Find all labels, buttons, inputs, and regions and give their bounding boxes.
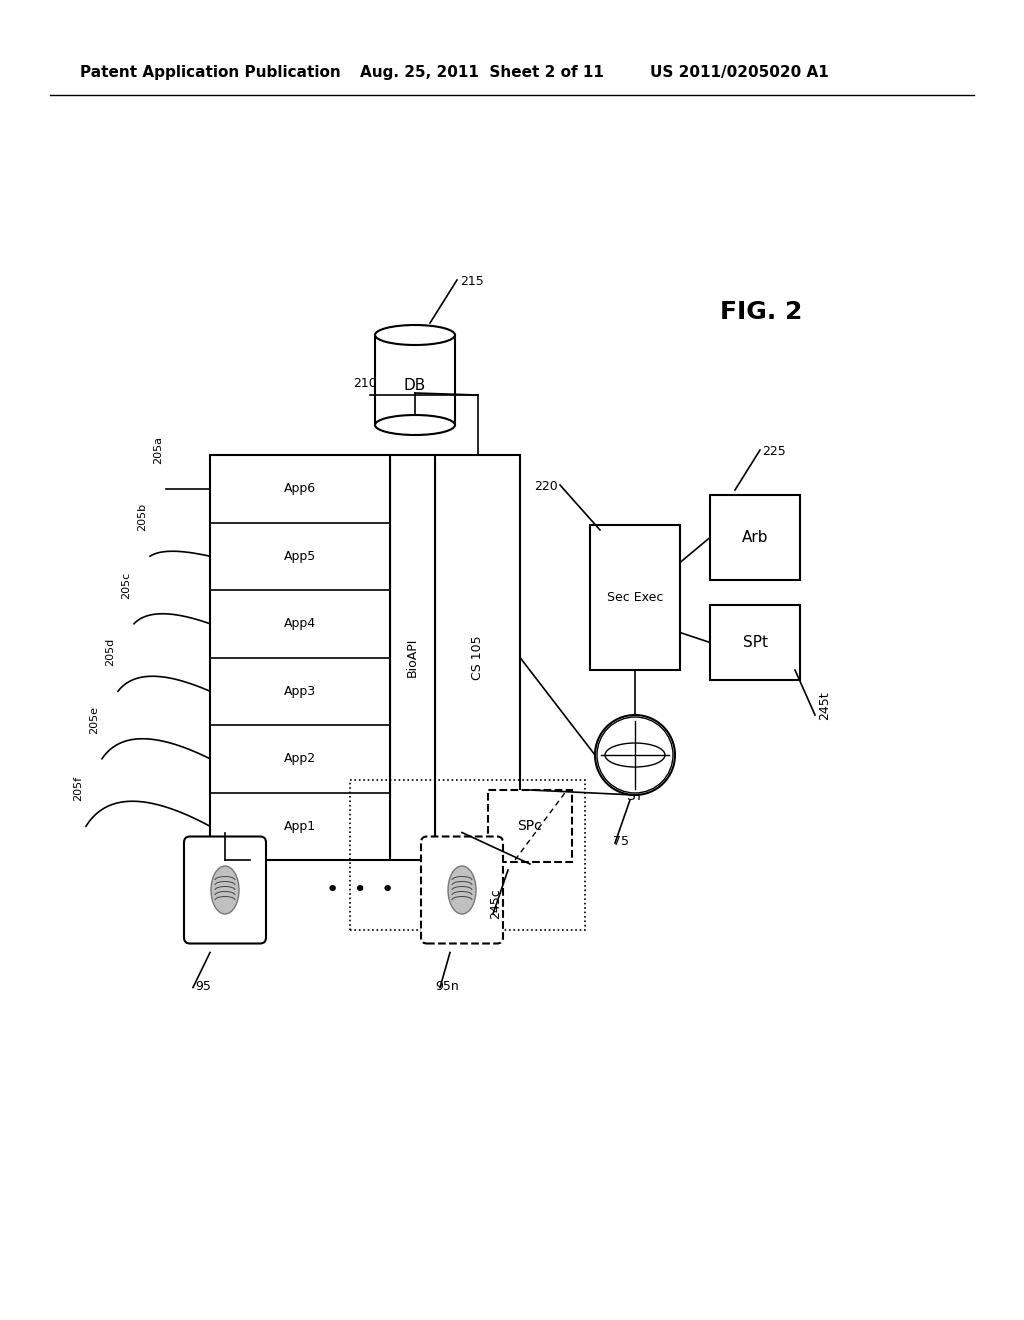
- Text: Sec Exec: Sec Exec: [607, 591, 664, 605]
- Bar: [710, 605, 800, 680]
- Bar: [435, 455, 520, 861]
- Circle shape: [595, 715, 675, 795]
- Text: Patent Application Publication: Patent Application Publication: [80, 65, 341, 81]
- Text: Aug. 25, 2011  Sheet 2 of 11: Aug. 25, 2011 Sheet 2 of 11: [360, 65, 604, 81]
- Ellipse shape: [375, 414, 455, 436]
- Text: App4: App4: [284, 618, 316, 630]
- Text: App5: App5: [284, 549, 316, 562]
- Text: 205e: 205e: [89, 706, 99, 734]
- Bar: [210, 455, 390, 861]
- Text: 220: 220: [535, 480, 558, 492]
- Text: ST: ST: [627, 789, 644, 803]
- Text: DB: DB: [403, 378, 426, 392]
- Ellipse shape: [211, 866, 239, 913]
- Bar: [350, 780, 585, 931]
- Bar: [375, 335, 455, 425]
- Text: •  •  •: • • •: [326, 880, 394, 900]
- Text: SPt: SPt: [742, 635, 768, 649]
- FancyBboxPatch shape: [421, 837, 503, 944]
- Text: 205d: 205d: [105, 638, 115, 667]
- Bar: [390, 455, 435, 861]
- Ellipse shape: [375, 325, 455, 345]
- Text: FIG. 2: FIG. 2: [720, 300, 803, 323]
- Bar: [488, 789, 572, 862]
- Text: 95n: 95n: [435, 981, 459, 994]
- Text: 215: 215: [460, 275, 483, 288]
- Text: 205b: 205b: [137, 503, 147, 531]
- Bar: [710, 495, 800, 579]
- Text: 245t: 245t: [818, 692, 831, 719]
- FancyBboxPatch shape: [184, 837, 266, 944]
- Text: Arb: Arb: [741, 531, 768, 545]
- Text: 205f: 205f: [73, 776, 83, 801]
- Ellipse shape: [449, 866, 476, 913]
- Text: App2: App2: [284, 752, 316, 766]
- Text: CS 105: CS 105: [471, 635, 484, 680]
- Text: 245c: 245c: [489, 888, 503, 919]
- Text: 205a: 205a: [153, 436, 163, 463]
- Text: 75: 75: [613, 836, 629, 847]
- Text: App3: App3: [284, 685, 316, 698]
- Text: SPc: SPc: [517, 818, 543, 833]
- Text: 205c: 205c: [121, 572, 131, 599]
- Text: 210: 210: [353, 378, 377, 389]
- Text: 95: 95: [195, 981, 211, 994]
- Text: 225: 225: [762, 445, 785, 458]
- Text: US 2011/0205020 A1: US 2011/0205020 A1: [650, 65, 828, 81]
- Text: App6: App6: [284, 482, 316, 495]
- Bar: [590, 525, 680, 671]
- Text: App1: App1: [284, 820, 316, 833]
- Text: BioAPI: BioAPI: [406, 638, 419, 677]
